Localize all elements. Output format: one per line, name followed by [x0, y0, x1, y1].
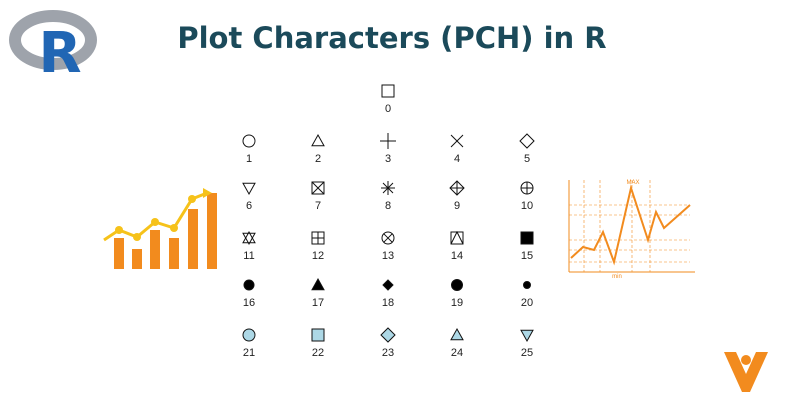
pch-symbol	[450, 230, 464, 245]
pch-symbol	[450, 134, 464, 148]
pch-number: 8	[385, 200, 391, 212]
pch-number: 7	[315, 200, 321, 212]
pch-number: 11	[243, 250, 254, 262]
pch-number: 24	[451, 347, 463, 359]
pch-symbol	[449, 180, 465, 196]
pch-number: 13	[382, 250, 394, 262]
pch-number: 9	[454, 200, 460, 212]
pch-symbol	[311, 277, 325, 291]
pch-symbol	[380, 327, 396, 343]
pch-symbol	[380, 133, 396, 149]
pch-symbol	[450, 327, 464, 341]
pch-number: 25	[521, 347, 533, 359]
pch-number: 10	[521, 200, 533, 212]
pch-symbol	[519, 133, 535, 149]
pch-symbol	[382, 279, 394, 291]
pch-number: 2	[315, 153, 321, 165]
max-label: MAX	[626, 180, 639, 186]
bar-illustration	[103, 188, 217, 269]
pch-symbol	[242, 182, 256, 196]
line-illustration: MAX min	[568, 180, 695, 280]
r-logo: R	[9, 10, 97, 86]
pch-symbol	[520, 231, 534, 245]
pch-symbol	[243, 279, 255, 291]
pch-number: 19	[451, 297, 463, 309]
pch-symbol	[311, 133, 325, 147]
pch-number: 20	[521, 297, 533, 309]
pch-symbol	[311, 328, 325, 342]
pch-symbol	[242, 230, 256, 246]
pch-number: 17	[312, 297, 324, 309]
pch-symbol	[311, 181, 325, 195]
pch-symbol	[381, 181, 395, 195]
pch-number: 5	[524, 153, 530, 165]
min-label: min	[612, 274, 622, 280]
pch-number: 16	[243, 297, 255, 309]
pch-number: 12	[312, 250, 324, 262]
pch-symbol	[451, 279, 463, 291]
pch-symbol	[381, 84, 395, 98]
pch-number: 0	[385, 103, 391, 115]
pch-symbol	[523, 281, 531, 289]
pch-number: 18	[382, 297, 394, 309]
pch-symbol	[381, 231, 395, 245]
pch-number: 14	[451, 250, 463, 262]
pch-symbol	[242, 134, 256, 148]
pch-symbol	[520, 329, 534, 343]
pch-number: 1	[246, 153, 252, 165]
pch-number: 3	[385, 153, 391, 165]
pch-symbol	[242, 328, 256, 342]
pch-number: 23	[382, 347, 394, 359]
pch-symbol	[520, 181, 534, 195]
pch-number: 22	[312, 347, 324, 359]
pch-number: 21	[243, 347, 255, 359]
pch-number: 15	[521, 250, 533, 262]
title: Plot Characters (PCH) in R	[177, 21, 606, 55]
pch-symbol	[311, 231, 325, 245]
logo-letter: R	[38, 21, 81, 86]
brand-logo	[724, 352, 768, 392]
pch-number: 4	[454, 153, 460, 165]
pch-number: 6	[246, 200, 252, 212]
